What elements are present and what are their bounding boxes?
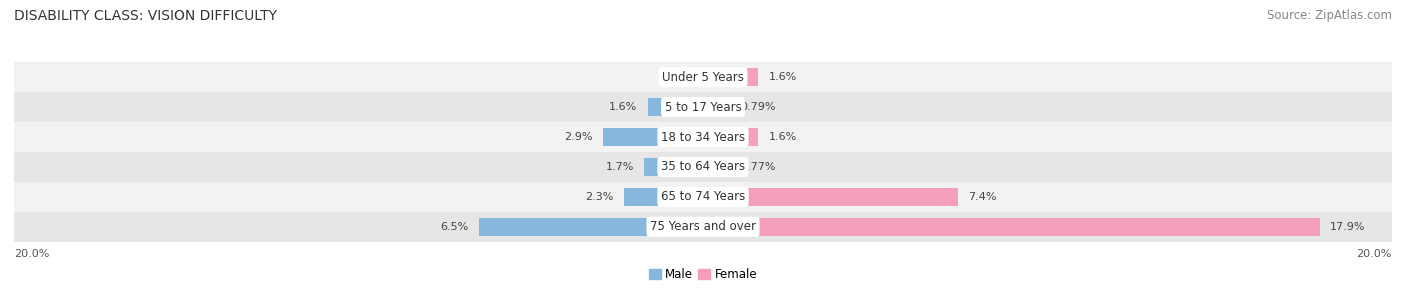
Bar	[703, 98, 730, 116]
Bar	[703, 158, 730, 176]
Bar	[703, 188, 957, 206]
Legend: Male, Female: Male, Female	[644, 264, 762, 286]
Bar	[624, 188, 703, 206]
Text: 1.6%: 1.6%	[609, 102, 637, 112]
Text: 5 to 17 Years: 5 to 17 Years	[665, 101, 741, 114]
Text: 18 to 34 Years: 18 to 34 Years	[661, 130, 745, 143]
Bar	[14, 92, 1392, 122]
Text: Under 5 Years: Under 5 Years	[662, 71, 744, 84]
Bar	[603, 128, 703, 146]
Bar	[14, 152, 1392, 182]
Text: DISABILITY CLASS: VISION DIFFICULTY: DISABILITY CLASS: VISION DIFFICULTY	[14, 9, 277, 23]
Text: 65 to 74 Years: 65 to 74 Years	[661, 190, 745, 203]
Text: 0.79%: 0.79%	[741, 102, 776, 112]
Bar	[14, 212, 1392, 242]
Text: 2.9%: 2.9%	[564, 132, 593, 142]
Bar	[14, 62, 1392, 92]
Text: 0.77%: 0.77%	[740, 162, 775, 172]
Bar	[479, 218, 703, 236]
Text: 20.0%: 20.0%	[1357, 249, 1392, 259]
Text: 75 Years and over: 75 Years and over	[650, 220, 756, 233]
Bar	[14, 122, 1392, 152]
Text: 6.5%: 6.5%	[440, 222, 468, 232]
Bar	[703, 218, 1320, 236]
Text: 35 to 64 Years: 35 to 64 Years	[661, 161, 745, 174]
Text: 7.4%: 7.4%	[969, 192, 997, 202]
Text: 1.6%: 1.6%	[769, 72, 797, 82]
Bar	[14, 182, 1392, 212]
Text: 20.0%: 20.0%	[14, 249, 49, 259]
Text: 2.3%: 2.3%	[585, 192, 613, 202]
Bar	[648, 98, 703, 116]
Text: 1.7%: 1.7%	[606, 162, 634, 172]
Text: 17.9%: 17.9%	[1330, 222, 1365, 232]
Text: Source: ZipAtlas.com: Source: ZipAtlas.com	[1267, 9, 1392, 22]
Bar	[644, 158, 703, 176]
Bar	[703, 68, 758, 86]
Text: 1.6%: 1.6%	[769, 132, 797, 142]
Bar	[703, 128, 758, 146]
Text: 0.0%: 0.0%	[665, 72, 693, 82]
